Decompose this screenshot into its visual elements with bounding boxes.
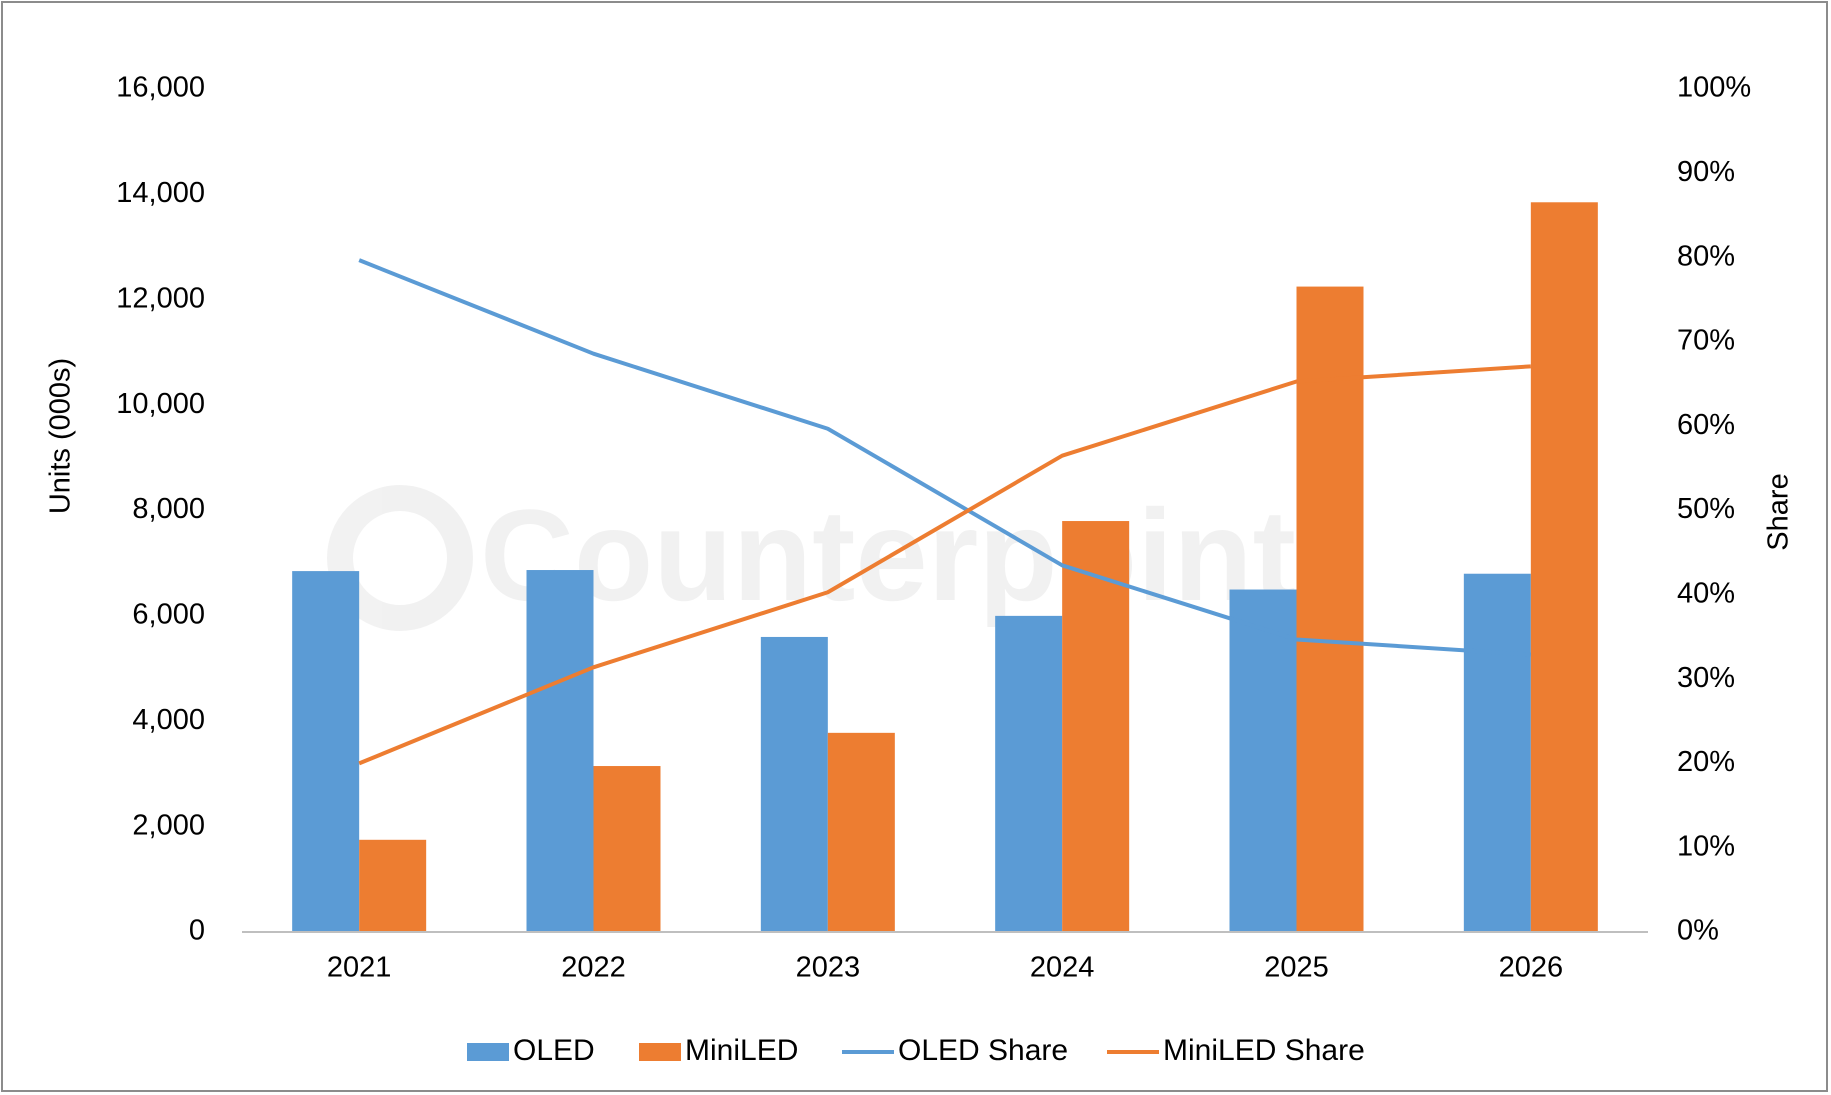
y-tick-label: 0 <box>189 915 205 947</box>
line-miniled-share <box>358 364 1531 766</box>
y2-tick-label: 60% <box>1677 409 1735 441</box>
bar-miniled-2022 <box>593 766 661 932</box>
y2-axis-title: Share <box>1763 473 1795 550</box>
legend-label-oled-share: OLED Share <box>898 1034 1068 1067</box>
bar-miniled-2021 <box>359 839 427 932</box>
bar-oled-2022 <box>526 570 594 932</box>
y2-tick-label: 80% <box>1677 240 1735 272</box>
y-tick-label: 12,000 <box>116 282 205 314</box>
y2-tick-label: 70% <box>1677 325 1735 357</box>
x-tick-label: 2026 <box>1499 952 1564 984</box>
y-tick-label: 4,000 <box>132 704 205 736</box>
legend-label-miniled-share: MiniLED Share <box>1163 1034 1365 1067</box>
y-axis-ticks: 0 2,000 4,000 6,000 8,000 10,000 12,000 14,000 1… <box>116 72 205 947</box>
y2-tick-label: 20% <box>1677 746 1735 778</box>
y-tick-label: 6,000 <box>132 599 205 631</box>
legend: OLED MiniLED OLED Share MiniLED Share <box>467 1034 1365 1067</box>
y2-tick-label: 100% <box>1677 72 1751 104</box>
x-tick-label: 2021 <box>327 952 392 984</box>
bar-oled-2021 <box>292 571 360 932</box>
y-tick-label: 8,000 <box>132 493 205 525</box>
lines-layer <box>358 258 1531 766</box>
y-tick-label: 10,000 <box>116 388 205 420</box>
legend-swatch-miniled <box>639 1043 681 1061</box>
legend-swatch-oled <box>467 1043 509 1061</box>
line-oled-share <box>358 258 1531 657</box>
y2-tick-label: 10% <box>1677 830 1735 862</box>
bar-miniled-2025 <box>1296 286 1364 932</box>
bar-miniled-2026 <box>1530 202 1598 932</box>
y2-tick-label: 30% <box>1677 662 1735 694</box>
bar-oled-2025 <box>1229 589 1297 932</box>
y2-tick-label: 0% <box>1677 915 1719 947</box>
bar-miniled-2023 <box>827 732 895 932</box>
y2-axis-ticks: 0% 10% 20% 30% 40% 50% 60% 70% 80% 90% 100% <box>1677 72 1751 947</box>
x-axis-ticks: 2021 2022 2023 2024 2025 2026 <box>327 952 1563 984</box>
x-tick-label: 2023 <box>796 952 861 984</box>
x-tick-label: 2022 <box>561 952 626 984</box>
legend-label-miniled: MiniLED <box>685 1034 798 1067</box>
legend-label-oled: OLED <box>513 1034 595 1067</box>
y-axis-title: Units (000s) <box>45 358 77 514</box>
x-tick-label: 2024 <box>1030 952 1095 984</box>
x-tick-label: 2025 <box>1264 952 1329 984</box>
y-tick-label: 16,000 <box>116 72 205 104</box>
y-tick-label: 2,000 <box>132 809 205 841</box>
y2-tick-label: 90% <box>1677 156 1735 188</box>
y2-tick-label: 50% <box>1677 493 1735 525</box>
watermark: Counterpoint <box>327 482 1296 631</box>
bars-layer <box>292 202 1598 932</box>
bar-oled-2023 <box>760 636 828 932</box>
bar-oled-2024 <box>995 615 1063 932</box>
bar-miniled-2024 <box>1062 521 1130 932</box>
bar-oled-2026 <box>1463 573 1531 932</box>
y2-tick-label: 40% <box>1677 577 1735 609</box>
y-tick-label: 14,000 <box>116 177 205 209</box>
